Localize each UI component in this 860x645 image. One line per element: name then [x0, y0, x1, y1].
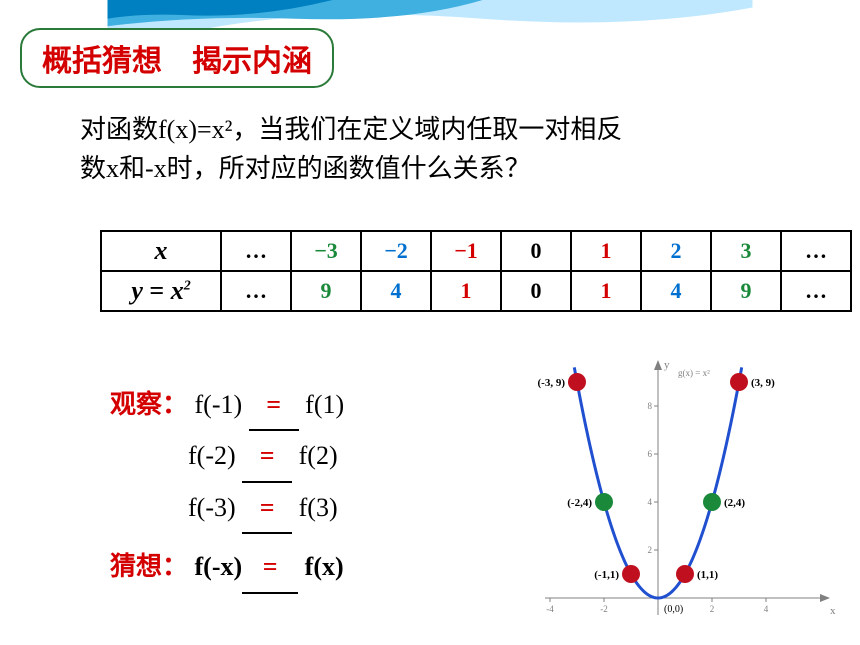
svg-text:6: 6 — [648, 449, 653, 459]
question-line-1: 对函数f(x)=x²，当我们在定义域内任取一对相反 — [80, 110, 780, 149]
table-cell-y-8: … — [781, 271, 851, 311]
row-header-x: x — [101, 231, 221, 271]
observe-line-3: f(-3) = f(3) — [110, 483, 344, 534]
table-cell-y-5: 1 — [571, 271, 641, 311]
equation-block: 观察： f(-1) = f(1) f(-2) = f(2) f(-3) = f(… — [110, 380, 344, 594]
question-text: 对函数f(x)=x²，当我们在定义域内任取一对相反 数x和-x时，所对应的函数值… — [80, 110, 780, 188]
table-cell-x-6: 2 — [641, 231, 711, 271]
table-cell-x-2: −2 — [361, 231, 431, 271]
table-row-x: x …−3−2−10123… — [101, 231, 851, 271]
table-cell-x-1: −3 — [291, 231, 361, 271]
table-cell-x-4: 0 — [501, 231, 571, 271]
table-cell-x-0: … — [221, 231, 291, 271]
value-table: x …−3−2−10123… y = x2 …9410149… — [100, 230, 852, 312]
row-header-y: y = x2 — [101, 271, 221, 311]
table-cell-y-1: 9 — [291, 271, 361, 311]
table-cell-y-4: 0 — [501, 271, 571, 311]
guess-line: 猜想： f(-x)= f(x) — [110, 542, 344, 593]
svg-text:8: 8 — [648, 401, 653, 411]
observe-label: 观察： — [110, 390, 188, 419]
svg-text:(-1,1): (-1,1) — [594, 569, 619, 581]
svg-text:(1,1): (1,1) — [697, 569, 718, 581]
table-cell-x-5: 1 — [571, 231, 641, 271]
svg-text:(-2,4): (-2,4) — [567, 497, 592, 509]
svg-text:y: y — [664, 360, 670, 371]
svg-text:x: x — [830, 605, 836, 617]
section-title: 概括猜想 揭示内涵 — [20, 28, 334, 88]
chart-svg: -4 -2 2 4 2 4 6 8 x y g(x) = x² (0,0) (-3, 9) (3, 9) (… — [500, 360, 840, 640]
table-cell-y-0: … — [221, 271, 291, 311]
svg-text:(-3, 9): (-3, 9) — [538, 377, 566, 389]
observe-line-1: 观察： f(-1) = f(1) — [110, 380, 344, 431]
table-cell-x-7: 3 — [711, 231, 781, 271]
table-cell-y-7: 9 — [711, 271, 781, 311]
svg-text:2: 2 — [710, 604, 715, 614]
table-cell-y-6: 4 — [641, 271, 711, 311]
observe-line-2: f(-2) = f(2) — [110, 431, 344, 482]
table-row-y: y = x2 …9410149… — [101, 271, 851, 311]
svg-text:g(x) = x²: g(x) = x² — [678, 368, 710, 378]
svg-text:(3, 9): (3, 9) — [751, 377, 775, 389]
svg-text:-4: -4 — [546, 604, 554, 614]
table-cell-x-3: −1 — [431, 231, 501, 271]
svg-text:(2,4): (2,4) — [724, 497, 745, 509]
guess-label: 猜想： — [110, 552, 188, 581]
table-cell-y-3: 1 — [431, 271, 501, 311]
svg-text:(0,0): (0,0) — [664, 604, 683, 615]
table-cell-x-8: … — [781, 231, 851, 271]
table-cell-y-2: 4 — [361, 271, 431, 311]
svg-text:-2: -2 — [600, 604, 608, 614]
svg-text:4: 4 — [648, 497, 653, 507]
svg-text:4: 4 — [764, 604, 769, 614]
parabola-chart: -4 -2 2 4 2 4 6 8 x y g(x) = x² (0,0) (-3, 9) (3, 9) (… — [500, 360, 840, 640]
svg-text:2: 2 — [648, 545, 653, 555]
question-line-2: 数x和-x时，所对应的函数值什么关系？ — [80, 149, 780, 188]
